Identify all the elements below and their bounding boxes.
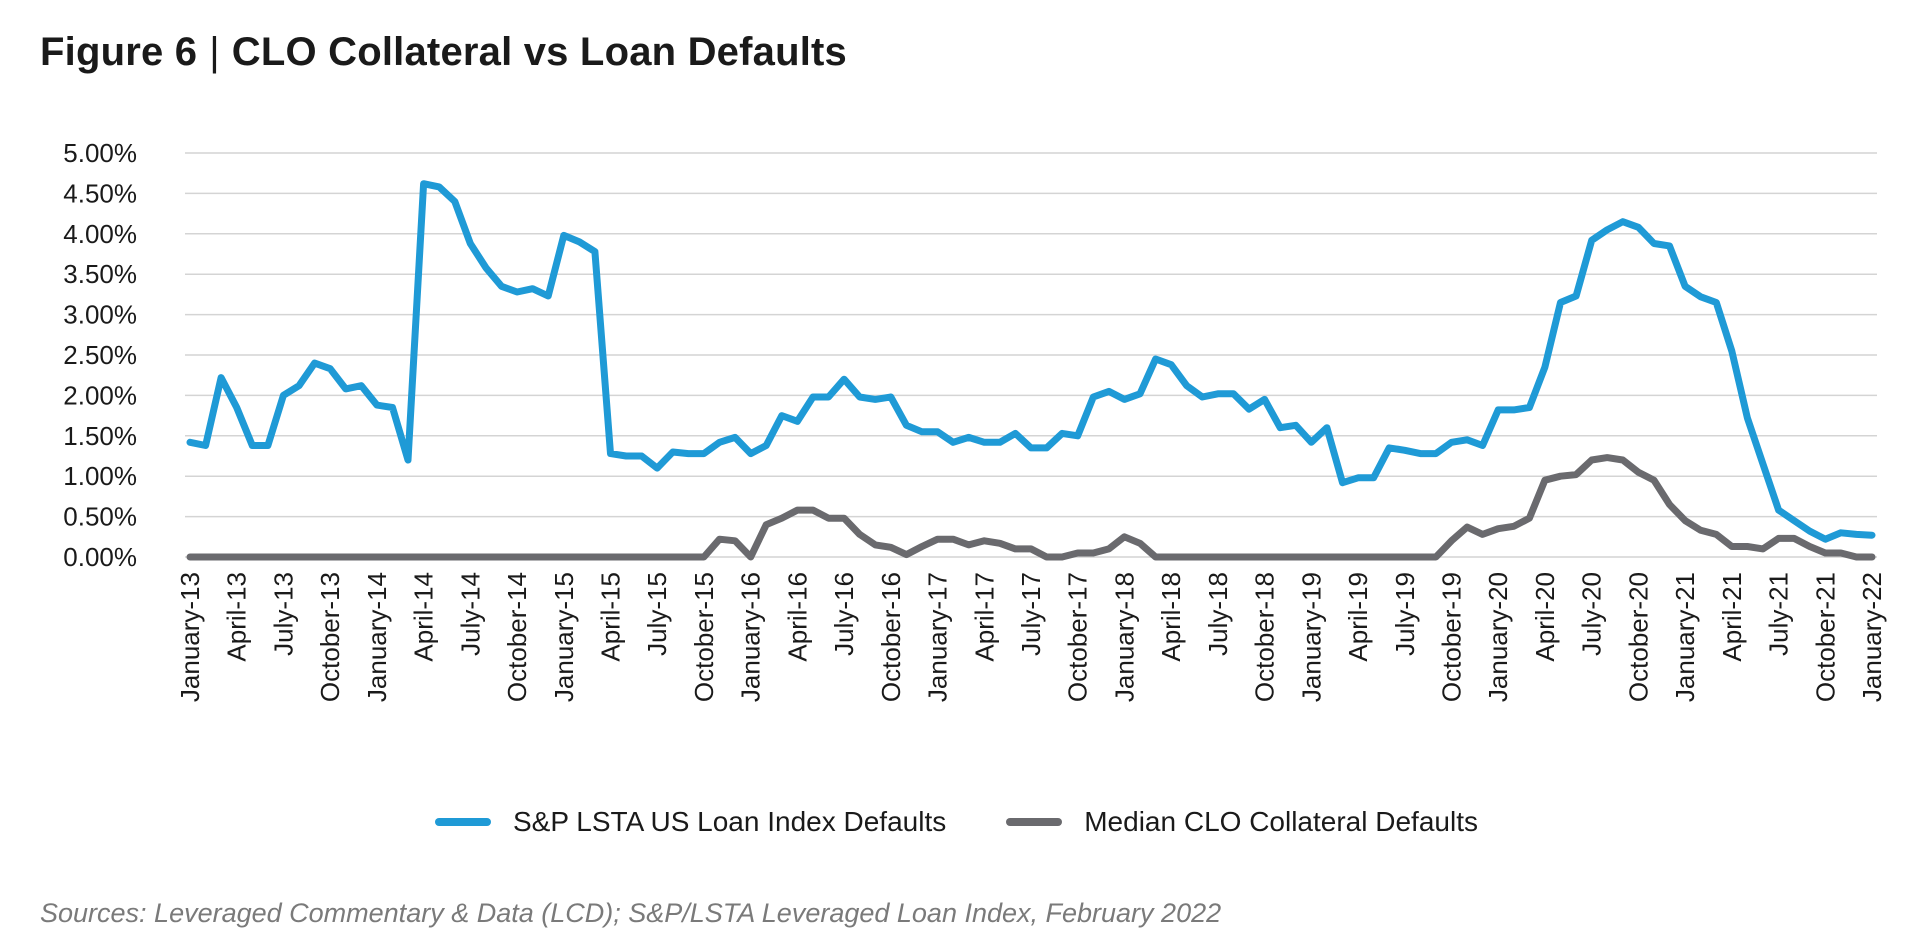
x-tick-label: January-18 bbox=[1109, 572, 1139, 702]
legend-swatch-clo bbox=[1006, 818, 1063, 826]
x-tick-label: July-19 bbox=[1390, 572, 1420, 656]
x-tick-label: January-22 bbox=[1857, 572, 1887, 702]
x-tick-label: October-14 bbox=[502, 572, 532, 702]
x-tick-label: July-21 bbox=[1764, 572, 1794, 656]
chart-title: Figure 6 | CLO Collateral vs Loan Defaults bbox=[40, 30, 847, 75]
y-tick-label: 2.50% bbox=[63, 340, 137, 370]
x-tick-label: April-17 bbox=[969, 572, 999, 662]
x-tick-label: October-18 bbox=[1250, 572, 1280, 702]
y-tick-label: 1.50% bbox=[63, 421, 137, 451]
x-tick-label: April-16 bbox=[782, 572, 812, 662]
y-tick-label: 3.50% bbox=[63, 259, 137, 289]
x-axis-ticks: January-13 April-13 July-13 October-13 Janua… bbox=[175, 572, 1887, 702]
x-tick-label: July-13 bbox=[268, 572, 298, 656]
x-tick-label: April-14 bbox=[409, 572, 439, 662]
x-tick-label: April-13 bbox=[222, 572, 252, 662]
x-tick-label: October-21 bbox=[1810, 572, 1840, 702]
x-tick-label: April-21 bbox=[1717, 572, 1747, 662]
x-tick-label: January-20 bbox=[1483, 572, 1513, 702]
x-tick-label: January-14 bbox=[362, 572, 392, 702]
line-chart: 0.00% 0.50% 1.00% 1.50% 2.00% 2.50% 3.00% 3.50%… bbox=[63, 138, 1887, 702]
y-axis-ticks: 0.00% 0.50% 1.00% 1.50% 2.00% 2.50% 3.00% 3.50%… bbox=[63, 138, 137, 572]
x-tick-label: April-19 bbox=[1343, 572, 1373, 662]
x-tick-label: January-15 bbox=[549, 572, 579, 702]
x-tick-label: April-20 bbox=[1530, 572, 1560, 662]
y-tick-label: 1.00% bbox=[63, 461, 137, 491]
x-tick-label: October-13 bbox=[315, 572, 345, 702]
x-tick-label: October-19 bbox=[1437, 572, 1467, 702]
x-tick-label: October-16 bbox=[876, 572, 906, 702]
legend-item-loan-index: S&P LSTA US Loan Index Defaults bbox=[435, 806, 946, 838]
y-tick-label: 0.50% bbox=[63, 502, 137, 532]
legend-item-clo: Median CLO Collateral Defaults bbox=[1006, 806, 1478, 838]
source-note: Sources: Leveraged Commentary & Data (LC… bbox=[40, 898, 1222, 928]
legend-swatch-loan-index bbox=[435, 818, 491, 826]
title-separator: | bbox=[209, 30, 220, 74]
x-tick-label: April-18 bbox=[1156, 572, 1186, 662]
x-tick-label: January-17 bbox=[923, 572, 953, 702]
grid-lines bbox=[185, 152, 1877, 558]
legend-label-loan-index: S&P LSTA US Loan Index Defaults bbox=[513, 806, 947, 837]
x-tick-label: July-16 bbox=[829, 572, 859, 656]
series-line-loan-index bbox=[186, 180, 1876, 543]
legend: S&P LSTA US Loan Index Defaults Median C… bbox=[0, 806, 1913, 838]
y-tick-label: 3.00% bbox=[63, 300, 137, 330]
y-tick-label: 0.00% bbox=[63, 542, 137, 572]
x-tick-label: October-15 bbox=[689, 572, 719, 702]
x-tick-label: July-15 bbox=[642, 572, 672, 656]
title-text: CLO Collateral vs Loan Defaults bbox=[231, 30, 848, 74]
x-tick-label: October-17 bbox=[1063, 572, 1093, 702]
x-tick-label: January-13 bbox=[175, 572, 205, 702]
series-line-clo bbox=[186, 454, 1876, 561]
legend-label-clo: Median CLO Collateral Defaults bbox=[1084, 806, 1478, 837]
figure-label: Figure 6 bbox=[40, 30, 198, 74]
x-tick-label: July-18 bbox=[1203, 572, 1233, 656]
x-tick-label: January-19 bbox=[1296, 572, 1326, 702]
y-tick-label: 4.00% bbox=[63, 219, 137, 249]
x-tick-label: April-15 bbox=[596, 572, 626, 662]
x-tick-label: July-20 bbox=[1577, 572, 1607, 656]
x-tick-label: July-17 bbox=[1016, 572, 1046, 656]
y-tick-label: 4.50% bbox=[63, 178, 137, 208]
series-lines bbox=[186, 180, 1876, 561]
x-tick-label: January-21 bbox=[1670, 572, 1700, 702]
x-tick-label: January-16 bbox=[736, 572, 766, 702]
x-tick-label: October-20 bbox=[1623, 572, 1653, 702]
y-tick-label: 2.00% bbox=[63, 380, 137, 410]
y-tick-label: 5.00% bbox=[63, 138, 137, 168]
x-tick-label: July-14 bbox=[455, 572, 485, 656]
